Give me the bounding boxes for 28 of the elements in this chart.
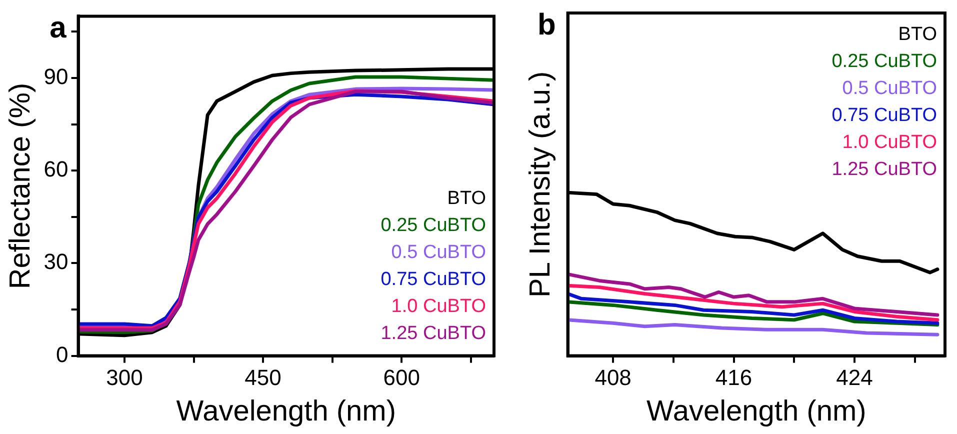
text: 1.25 CuBTO [380, 323, 486, 344]
text: 0.75 CuBTO [832, 105, 937, 126]
x-tick-label: 416 [715, 365, 752, 390]
x-axis-title: Wavelength (nm) [646, 396, 866, 428]
y-tick-label: 90 [44, 64, 68, 90]
x-tick-label: 424 [836, 365, 873, 390]
y-tick-label: 0 [56, 342, 68, 367]
x-axis-title: Wavelength (nm) [176, 396, 396, 428]
text: 0.5 CuBTO [842, 78, 937, 100]
text: BTO [898, 24, 937, 46]
chart-title: b [537, 8, 556, 42]
y-axis-title: PL Intensity (a.u.) [524, 71, 556, 298]
text: 0.5 CuBTO [391, 242, 486, 264]
x-tick-label: 450 [244, 365, 282, 390]
text: 1.0 CuBTO [842, 132, 937, 154]
text: 0.25 CuBTO [832, 51, 937, 72]
text: 0.75 CuBTO [380, 269, 486, 290]
x-tick-label: 408 [594, 365, 632, 390]
text: 1.0 CuBTO [391, 296, 486, 318]
y-axis-title: Reflectance (%) [4, 82, 36, 290]
text: 1.25 CuBTO [832, 159, 937, 180]
x-tick-label: 300 [106, 365, 143, 390]
x-tick-label: 600 [383, 365, 420, 390]
text: BTO [447, 188, 486, 210]
y-tick-label: 60 [44, 156, 68, 182]
text: 0.25 CuBTO [380, 215, 486, 236]
chart-title: a [50, 11, 67, 44]
y-tick-label: 30 [44, 249, 68, 274]
